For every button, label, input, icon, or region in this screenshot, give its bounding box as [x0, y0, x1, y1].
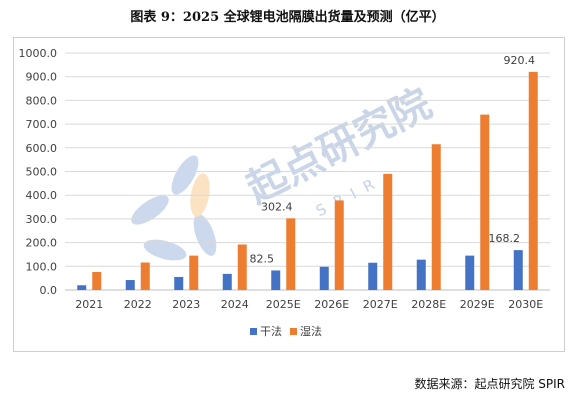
x-tick-label: 2021 — [75, 298, 103, 311]
x-tick-label: 2027E — [363, 298, 398, 311]
legend: 干法 湿法 — [250, 324, 322, 338]
chart-panel — [13, 37, 565, 352]
bar-dry — [271, 270, 281, 290]
watermark-logo — [131, 155, 217, 261]
data-labels: 82.5 302.4 168.2 920.4 — [250, 54, 536, 266]
y-tick-label: 200.0 — [26, 237, 58, 250]
chart-title: 图表 9：2025 全球锂电池隔膜出货量及预测（亿平） — [130, 10, 445, 25]
logo-petal — [193, 214, 217, 256]
x-tick-label: 2024 — [221, 298, 249, 311]
y-tick-label: 800.0 — [26, 94, 58, 107]
y-tick-label: 900.0 — [26, 71, 58, 84]
legend-swatch-dry — [250, 328, 257, 335]
logo-petal — [143, 239, 187, 261]
bar-dry — [513, 250, 523, 290]
legend-label: 湿法 — [300, 324, 322, 338]
x-tick-label: 2030E — [508, 298, 543, 311]
bars — [77, 71, 538, 291]
bar-dry — [319, 266, 329, 290]
bar-dry — [125, 280, 135, 290]
x-tick-label: 2025E — [266, 298, 301, 311]
bar-dry — [368, 262, 378, 290]
legend-swatch-wet — [290, 328, 297, 335]
bar-wet — [189, 255, 199, 290]
y-tick-label: 500.0 — [26, 166, 58, 179]
bar-dry — [416, 259, 426, 290]
data-label: 920.4 — [504, 54, 536, 67]
y-axis-ticks: 0.0 100.0 200.0 300.0 400.0 500.0 600.0 700.0 80… — [19, 47, 58, 297]
y-tick-label: 0.0 — [40, 284, 58, 297]
y-tick-label: 600.0 — [26, 142, 58, 155]
bar-dry — [465, 255, 475, 290]
y-tick-label: 1000.0 — [19, 47, 58, 60]
bar-wet — [383, 173, 393, 290]
bar-wet — [334, 200, 344, 290]
bar-wet — [528, 71, 538, 290]
data-source-note: 数据来源：起点研究院 SPIR — [414, 377, 565, 391]
y-tick-label: 400.0 — [26, 189, 58, 202]
y-tick-label: 300.0 — [26, 213, 58, 226]
legend-label: 干法 — [260, 324, 282, 338]
x-tick-label: 2026E — [314, 298, 349, 311]
data-label: 168.2 — [489, 232, 521, 245]
y-tick-label: 100.0 — [26, 260, 58, 273]
bar-wet — [237, 244, 247, 290]
x-tick-label: 2022 — [124, 298, 152, 311]
logo-petal — [131, 195, 169, 225]
bar-wet — [480, 114, 490, 291]
x-tick-label: 2023 — [172, 298, 200, 311]
y-tick-label: 700.0 — [26, 118, 58, 131]
bar-dry — [77, 285, 87, 290]
x-tick-label: 2028E — [411, 298, 446, 311]
x-tick-label: 2029E — [460, 298, 495, 311]
data-label: 82.5 — [250, 252, 275, 265]
bar-wet — [92, 271, 102, 290]
gridlines — [65, 52, 550, 291]
bar-wet — [431, 144, 441, 290]
data-label: 302.4 — [261, 200, 293, 213]
bar-wet — [286, 218, 296, 290]
x-axis-ticks: 2021 2022 2023 2024 2025E 2026E 2027E 2028E 2029… — [75, 298, 543, 311]
logo-petal — [171, 155, 199, 195]
bar-dry — [174, 276, 184, 290]
bar-dry — [222, 273, 232, 290]
bar-wet — [140, 262, 150, 290]
